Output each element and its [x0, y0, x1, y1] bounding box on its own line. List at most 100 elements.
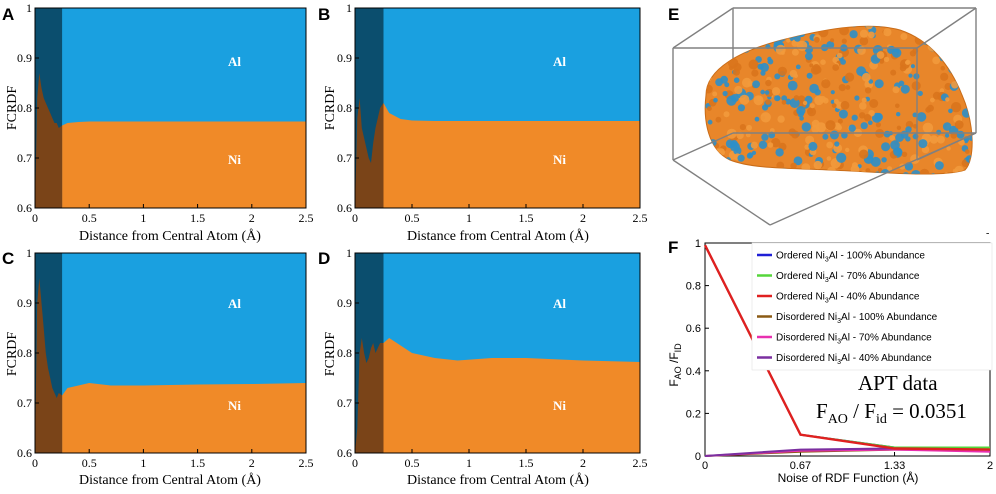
- panel-e: E: [668, 5, 977, 226]
- atom-point: [777, 66, 788, 76]
- y-tick-label: 0.8: [337, 101, 352, 115]
- legend-entry: Ordered Ni3Al - 100% Abundance: [776, 251, 925, 264]
- shaded-range-ni: [355, 338, 384, 453]
- atom-point: [737, 104, 746, 112]
- atom-point: [855, 26, 862, 27]
- atom-point: [760, 168, 767, 175]
- atom-point: [901, 151, 908, 157]
- atom-point: [746, 124, 752, 131]
- atom-point: [734, 85, 743, 95]
- y-tick-label: 0.7: [337, 396, 352, 410]
- y-tick-label: 0.6: [686, 323, 701, 335]
- atom-point: [775, 148, 784, 157]
- atom-point: [705, 46, 708, 53]
- atom-point: [865, 168, 871, 173]
- atom-point: [905, 60, 910, 65]
- atom-point: [832, 64, 840, 71]
- atom-point: [860, 122, 868, 130]
- x-tick-label: 2.5: [299, 211, 314, 225]
- atom-point: [791, 48, 799, 56]
- atom-point: [796, 106, 806, 116]
- atom-point: [759, 28, 766, 34]
- panel-c: C 0 0.5 1 1.5 2 2.5 0.6 0.7 0.8 0.9 1 Al Ni Distan…: [2, 246, 314, 488]
- ni-region: [35, 73, 306, 208]
- panel-letter-b: B: [318, 5, 330, 24]
- atom-point: [705, 40, 711, 49]
- atom-point: [715, 78, 723, 87]
- atom-point: [942, 33, 953, 44]
- atom-point: [754, 37, 764, 46]
- atom-point: [879, 59, 885, 64]
- atom-point: [825, 120, 836, 131]
- atom-point: [845, 72, 855, 82]
- atom-point: [723, 111, 730, 118]
- atom-point: [739, 26, 750, 28]
- panel-letter-a: A: [2, 5, 14, 24]
- atom-point: [719, 26, 731, 29]
- atom-point: [777, 115, 785, 123]
- atom-point: [892, 86, 900, 94]
- atom-point: [896, 175, 900, 179]
- atom-point: [848, 124, 856, 132]
- atom-point: [777, 168, 784, 175]
- atom-point: [893, 147, 902, 157]
- atom-point: [911, 170, 921, 175]
- atom-point: [764, 169, 771, 175]
- atom-point: [807, 107, 817, 117]
- atom-point: [795, 64, 801, 70]
- atom-point: [811, 119, 820, 128]
- atom-point: [746, 26, 757, 34]
- x-tick-label: 1: [140, 211, 146, 225]
- shaded-range-ni: [35, 278, 63, 453]
- atom-point: [957, 53, 964, 60]
- panel-b-ylabel: FCRDF: [323, 86, 338, 131]
- atom-point: [948, 33, 956, 41]
- atom-point: [786, 26, 794, 29]
- bounding-box-back: [672, 7, 977, 133]
- atom-point: [875, 122, 882, 128]
- atom-point: [809, 83, 819, 94]
- atom-point: [948, 64, 958, 74]
- atom-point: [964, 47, 971, 54]
- atom-point: [914, 26, 921, 30]
- atom-point: [859, 29, 869, 38]
- x-tick-label: 2: [987, 460, 993, 472]
- atom-point: [746, 152, 753, 159]
- atom-point: [705, 71, 712, 83]
- atom-point: [705, 149, 706, 160]
- atom-point: [696, 66, 705, 75]
- y-tick-label: 0.7: [337, 151, 352, 165]
- panel-a-al-label: Al: [228, 54, 241, 69]
- atom-point: [775, 44, 786, 55]
- atom-point: [802, 100, 808, 106]
- atom-point: [779, 167, 788, 175]
- atom-point: [733, 62, 742, 72]
- atom-point: [859, 112, 866, 119]
- atom-point: [730, 140, 738, 148]
- atom-point: [911, 81, 921, 91]
- minus-mark: -: [986, 228, 989, 239]
- atom-point: [720, 27, 731, 37]
- y-tick-label: 0.9: [337, 51, 352, 65]
- panel-f: F - 0 0.67 1.33 2 0 0.2 0.4 0.6 0.8 1 Ordered Ni3…: [667, 228, 993, 485]
- atom-point: [708, 166, 715, 173]
- y-tick-label: 0.8: [337, 346, 352, 360]
- y-tick-label: 0.7: [17, 151, 32, 165]
- atom-point: [758, 140, 768, 149]
- atom-point: [836, 52, 843, 59]
- panel-d-ylabel: FCRDF: [323, 332, 338, 377]
- atom-point: [698, 98, 704, 104]
- y-tick-label: 0.9: [337, 296, 352, 310]
- x-tick-label: 1.5: [519, 456, 534, 470]
- y-tick-label: 0.4: [686, 366, 701, 378]
- y-tick-label: 1: [26, 246, 32, 260]
- atom-point: [712, 91, 718, 97]
- atom-point: [776, 161, 785, 170]
- atom-point: [891, 48, 902, 58]
- atom-point: [881, 142, 891, 152]
- atom-point: [876, 51, 885, 59]
- x-tick-label: 2: [249, 456, 255, 470]
- atom-point: [867, 31, 875, 39]
- atom-point: [864, 87, 872, 94]
- atom-point: [816, 18, 823, 25]
